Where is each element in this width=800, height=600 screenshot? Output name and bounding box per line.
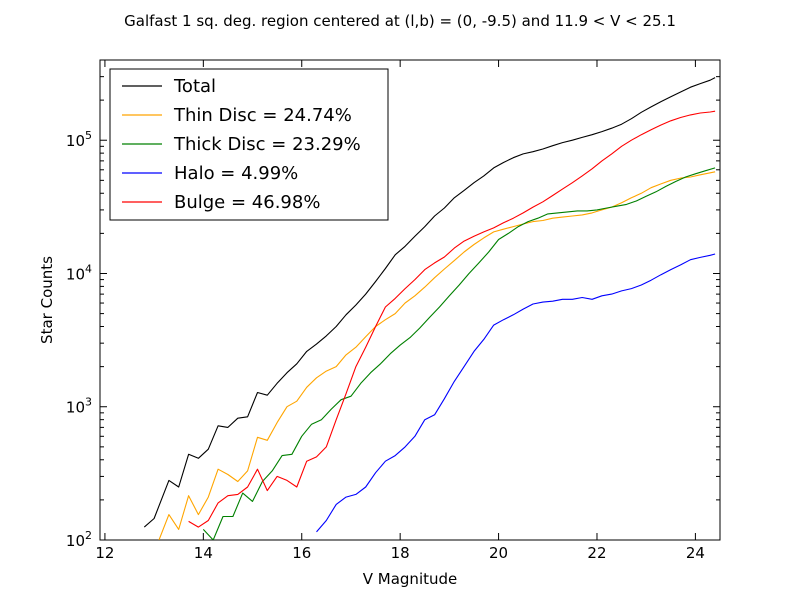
y-tick-label: 102 [66,529,92,550]
series-line-4 [188,110,716,528]
x-tick-label: 24 [686,544,705,562]
y-tick-label: 104 [66,262,92,283]
chart-title: Galfast 1 sq. deg. region centered at (l… [124,12,676,30]
x-tick-label: 12 [95,544,114,562]
legend-label: Thin Disc = 24.74% [173,105,352,126]
x-tick-label: 18 [391,544,410,562]
series-line-3 [316,253,716,533]
x-tick-label: 22 [587,544,606,562]
legend-label: Halo = 4.99% [174,163,298,184]
tick-layer: 12 14 16 18 20 22 24 102 103 104 105 [66,60,720,562]
y-tick-label: 105 [66,129,92,150]
legend: Total Thin Disc = 24.74% Thick Disc = 23.2… [109,68,389,221]
x-tick-label: 16 [292,544,311,562]
series-layer [143,77,716,540]
x-axis-label: V Magnitude [363,570,458,588]
legend-label: Total [173,76,216,97]
series-line-0 [143,77,716,528]
y-tick-label: 103 [66,396,92,417]
x-tick-label: 20 [489,544,508,562]
y-axis-label: Star Counts [38,256,56,344]
legend-label: Bulge = 46.98% [174,192,320,213]
series-line-2 [202,167,716,540]
legend-label: Thick Disc = 23.29% [173,134,361,155]
series-line-1 [158,171,716,540]
x-tick-label: 14 [194,544,213,562]
